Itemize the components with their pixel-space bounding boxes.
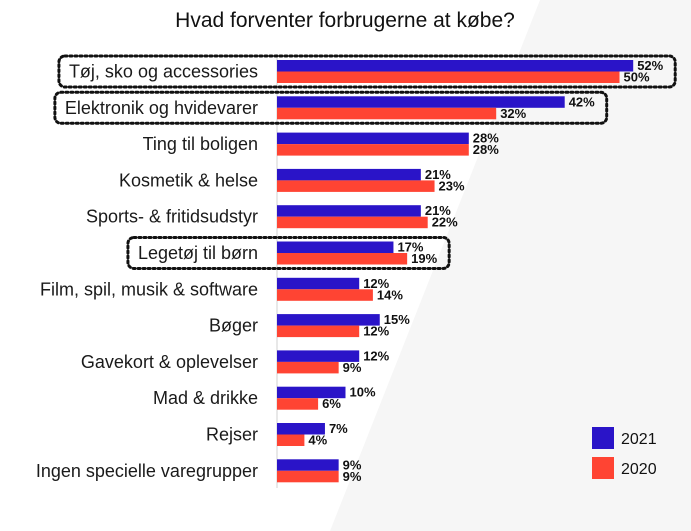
bar-2021-gavekort-and-oplevelser [277,350,360,362]
legend-swatch-2021 [592,427,614,449]
value-label-2021-gavekort-and-oplevelser: 12% [363,348,389,363]
highlight-boxes [53,54,677,270]
background-shade [330,0,691,531]
bar-2020-mad-and-drikke [277,398,319,410]
value-label-2021-sports-and-fritidsudstyr: 21% [425,203,451,218]
bar-2020-kosmetik-and-helse [277,180,435,192]
bar-2020-ting-til-boligen [277,144,469,156]
bar-2021-elektronik-og-hvidevarer [277,96,565,108]
value-label-2020-kosmetik-and-helse: 23% [439,178,465,193]
value-label-2020-mad-and-drikke: 6% [322,396,341,411]
value-label-2021-rejser: 7% [329,421,348,436]
highlight-box-legetoj-til-born [126,236,451,270]
bar-2020-ingen-specielle-varegrupper [277,470,339,483]
bar-2021-film-spil-musik-and-software [277,277,360,290]
category-labels: Tøj, sko og accessories Elektronik og hvi… [36,62,258,481]
bar-2020-legetoj-til-born [277,253,408,265]
bar-2020-elektronik-og-hvidevarer [277,107,497,120]
category-label-kosmetik-and-helse: Kosmetik & helse [119,170,258,190]
value-label-2020-ting-til-boligen: 28% [473,142,499,157]
legend-swatch-2020 [592,457,614,479]
value-label-2020-rejser: 4% [308,433,327,448]
value-label-2021-kosmetik-and-helse: 21% [425,167,451,182]
bar-2021-legetoj-til-born [277,241,394,253]
category-label-gavekort-and-oplevelser: Gavekort & oplevelser [81,352,258,372]
bar-2020-film-spil-musik-and-software [277,289,373,301]
category-label-mad-and-drikke: Mad & drikke [153,388,258,408]
bar-2020-rejser [277,434,305,446]
value-label-2021-elektronik-og-hvidevarer: 42% [569,94,595,109]
category-label-boger: Bøger [209,316,258,336]
legend-label-2021: 2021 [621,431,657,448]
value-label-2021-boger: 15% [384,312,410,327]
category-label-elektronik-og-hvidevarer: Elektronik og hvidevarer [65,98,258,118]
value-label-2021-ting-til-boligen: 28% [473,131,499,146]
value-labels: 52%50%42%32%28%28%21%23%21%22%17%19%12%1… [308,58,663,484]
category-label-legetoj-til-born: Legetøj til børn [138,243,258,263]
bar-2021-ting-til-boligen [277,132,469,145]
bar-2021-ingen-specielle-varegrupper [277,459,339,471]
highlight-box-toj-sko-og-accessories [57,54,677,89]
highlight-box-elektronik-og-hvidevarer [53,90,609,125]
value-label-2020-gavekort-and-oplevelser: 9% [343,360,362,375]
category-label-rejser: Rejser [206,425,258,445]
bar-2020-sports-and-fritidsudstyr [277,216,428,229]
chart-title: Hvad forventer forbrugerne at købe? [175,9,515,32]
legend-label-2020: 2020 [621,461,657,478]
value-label-2021-toj-sko-og-accessories: 52% [637,58,663,73]
category-label-sports-and-fritidsudstyr: Sports- & fritidsudstyr [86,207,258,227]
bar-2021-mad-and-drikke [277,386,346,399]
value-label-2021-legetoj-til-born: 17% [397,240,423,255]
value-label-2020-legetoj-til-born: 19% [411,251,437,266]
bar-2021-kosmetik-and-helse [277,168,421,181]
category-label-film-spil-musik-and-software: Film, spil, musik & software [40,279,258,299]
bar-2020-toj-sko-og-accessories [277,71,620,83]
value-label-2020-elektronik-og-hvidevarer: 32% [500,106,526,121]
category-label-ingen-specielle-varegrupper: Ingen specielle varegrupper [36,461,258,481]
value-label-2020-toj-sko-og-accessories: 50% [624,70,650,85]
value-label-2020-film-spil-musik-and-software: 14% [377,287,403,302]
category-label-toj-sko-og-accessories: Tøj, sko og accessories [69,62,258,82]
bar-2020-boger [277,325,360,338]
value-label-2020-boger: 12% [363,324,389,339]
bar-2020-gavekort-and-oplevelser [277,361,339,374]
category-label-ting-til-boligen: Ting til boligen [143,134,258,154]
bar-2021-rejser [277,423,325,435]
value-label-2020-ingen-specielle-varegrupper: 9% [343,469,362,484]
value-label-2021-ingen-specielle-varegrupper: 9% [343,457,362,472]
bar-2021-boger [277,314,380,326]
legend: 2021 2020 [592,427,657,479]
bar-2021-sports-and-fritidsudstyr [277,205,421,217]
bars [277,60,634,483]
value-label-2020-sports-and-fritidsudstyr: 22% [432,215,458,230]
value-label-2021-mad-and-drikke: 10% [350,385,376,400]
bar-2021-toj-sko-og-accessories [277,60,634,72]
value-label-2021-film-spil-musik-and-software: 12% [363,276,389,291]
